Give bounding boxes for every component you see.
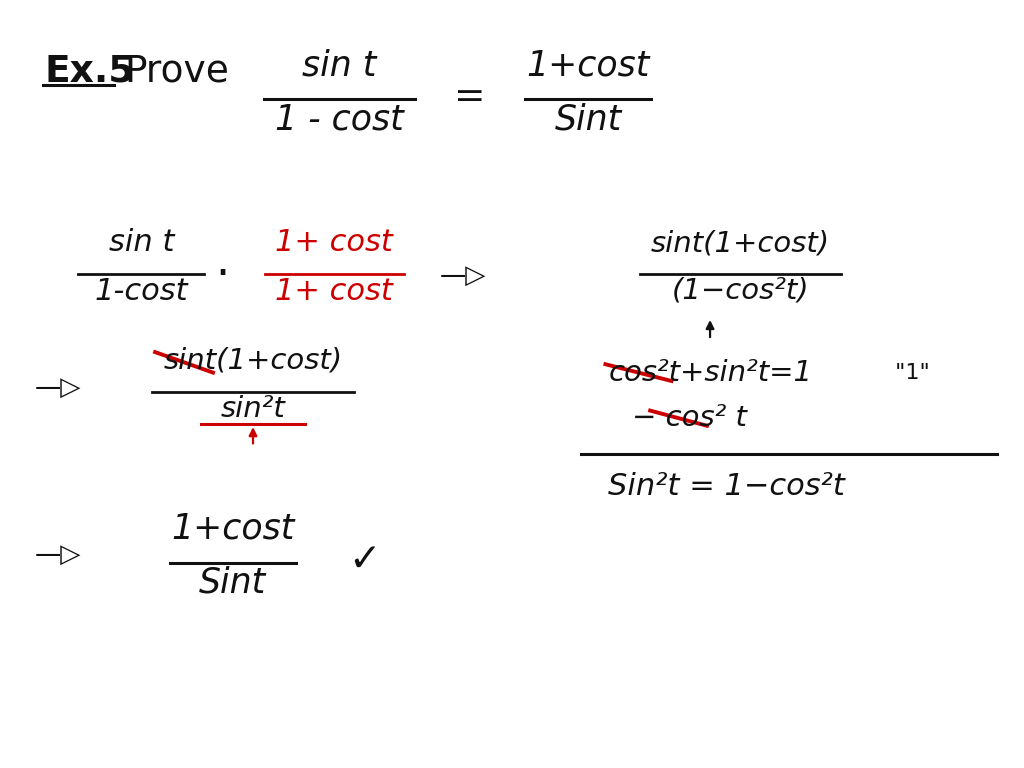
Text: Prove: Prove: [124, 54, 229, 90]
Text: 1+cost: 1+cost: [171, 511, 294, 546]
Text: 1+cost: 1+cost: [526, 48, 650, 82]
Text: sint(1+cost): sint(1+cost): [164, 347, 343, 375]
Text: Sin²t = 1−cos²t: Sin²t = 1−cos²t: [608, 472, 846, 501]
Text: ✓: ✓: [348, 541, 381, 579]
Text: 1-cost: 1-cost: [94, 277, 188, 306]
Text: sin t: sin t: [109, 228, 174, 257]
Text: 1+ cost: 1+ cost: [275, 228, 393, 257]
Text: 1+ cost: 1+ cost: [275, 277, 393, 306]
Text: Sint: Sint: [555, 102, 622, 136]
Text: Ex.5: Ex.5: [45, 54, 135, 90]
Text: —▷: —▷: [35, 375, 81, 401]
Text: Sint: Sint: [199, 565, 266, 600]
Text: "1": "1": [888, 362, 930, 382]
Text: sint(1+cost): sint(1+cost): [651, 229, 830, 257]
Text: sin²t: sin²t: [220, 395, 286, 422]
Text: 1 - cost: 1 - cost: [275, 102, 403, 136]
Text: =: =: [454, 79, 485, 115]
Text: sin t: sin t: [302, 48, 377, 82]
Text: —▷: —▷: [440, 263, 486, 288]
Text: —▷: —▷: [35, 542, 81, 568]
Text: cos²t+sin²t=1: cos²t+sin²t=1: [608, 359, 812, 386]
Text: − cos² t: − cos² t: [632, 404, 746, 432]
Text: ·: ·: [215, 254, 229, 297]
Text: (1−cos²t): (1−cos²t): [672, 277, 809, 305]
